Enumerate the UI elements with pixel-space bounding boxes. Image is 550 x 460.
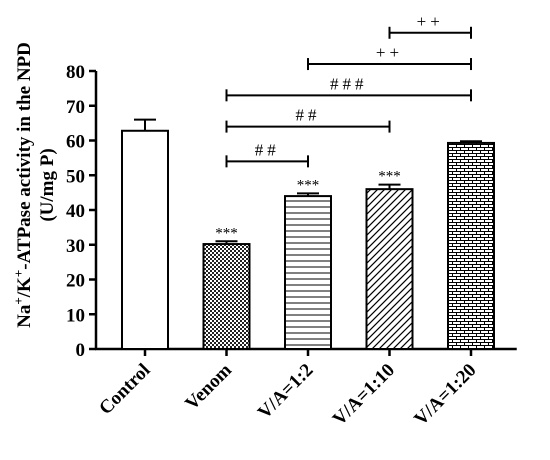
y-axis-label: Na+/K+-ATPase activity in the NPD (U/mg … — [11, 42, 59, 328]
y-tick-label: 10 — [66, 305, 85, 326]
y-tick-label: 70 — [66, 97, 85, 118]
x-tick-label: V/A=1:2 — [254, 360, 318, 424]
significance-annotations: *** *** *** — [215, 169, 401, 242]
y-tick-label: 30 — [66, 236, 85, 257]
comparison-brackets: #######++++ — [225, 12, 472, 168]
y-tick-label: 40 — [66, 201, 85, 222]
y-axis-label-line2: (U/mg P) — [37, 148, 58, 221]
y-tick-label: 50 — [66, 166, 85, 187]
y-tick-label: 60 — [66, 132, 85, 153]
bar-venom — [202, 243, 251, 350]
x-tick-label: V/A=1:10 — [329, 360, 399, 430]
bar-control — [121, 129, 169, 350]
y-tick-label: 0 — [76, 340, 86, 361]
comparison-label: ## — [255, 140, 280, 159]
comparison-bracket: ## — [225, 140, 309, 168]
x-axis — [95, 347, 517, 356]
significance-marker: *** — [215, 225, 238, 241]
y-tick-label: 20 — [66, 271, 85, 292]
comparison-label: ### — [330, 74, 368, 93]
bar-v-a-1-2 — [284, 195, 332, 350]
comparison-label: ## — [296, 106, 321, 125]
significance-marker: *** — [378, 169, 401, 185]
comparison-bracket: ### — [225, 74, 472, 102]
error-bars — [134, 118, 482, 245]
bar-v-a-1-10 — [365, 188, 414, 350]
x-tick-label: V/A=1:20 — [410, 360, 480, 430]
significance-marker: *** — [297, 177, 320, 193]
y-tick-label: 80 — [66, 62, 85, 83]
x-tick-label: Venom — [181, 360, 236, 415]
comparison-label: ++ — [417, 12, 444, 31]
y-axis-label-line1: Na+/K+-ATPase activity in the NPD — [11, 42, 36, 328]
bars — [121, 129, 495, 350]
comparison-bracket: ## — [225, 106, 391, 133]
comparison-bracket: ++ — [388, 12, 472, 39]
x-tick-label: Control — [95, 360, 154, 419]
comparison-bracket: ++ — [307, 43, 472, 71]
comparison-label: ++ — [376, 43, 403, 62]
bar-v-a-1-20 — [447, 141, 495, 350]
y-axis: 0 10 20 30 40 50 60 70 80 — [66, 62, 98, 361]
x-tick-labels: Control Venom V/A=1:2 V/A=1:10 V/A=1:20 — [95, 360, 480, 430]
